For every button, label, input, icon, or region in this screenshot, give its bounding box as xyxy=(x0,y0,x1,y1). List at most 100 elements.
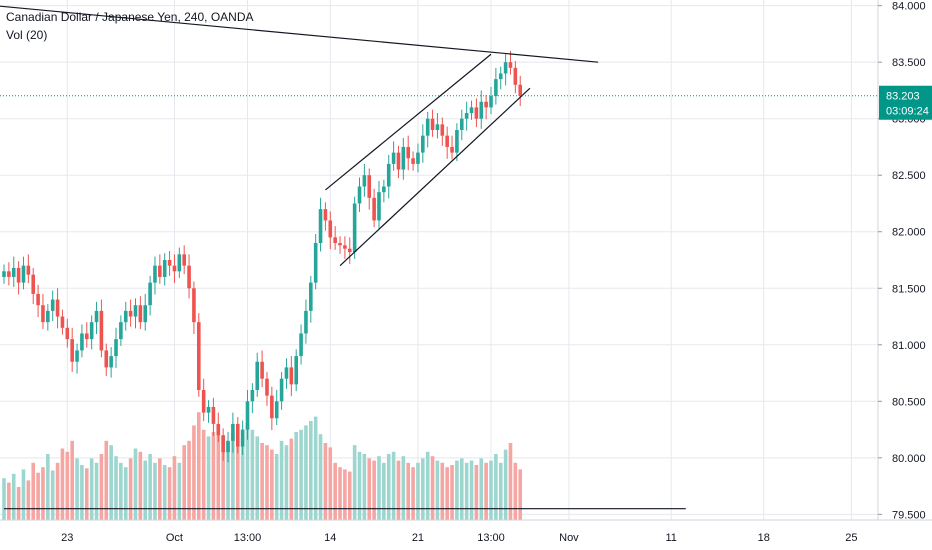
candle-body xyxy=(333,237,337,244)
volume-bar xyxy=(474,465,479,520)
volume-indicator-title[interactable]: Vol (20) xyxy=(6,28,48,42)
candle-body xyxy=(75,350,79,362)
volume-bar xyxy=(425,451,430,520)
volume-bar xyxy=(255,436,260,520)
price-tick-label: 84.000 xyxy=(892,1,926,13)
candle-body xyxy=(435,124,440,130)
volume-bar xyxy=(386,454,391,520)
volume-bar xyxy=(70,440,74,520)
volume-bar xyxy=(411,467,415,520)
candle-body xyxy=(226,440,230,453)
volume-bar xyxy=(109,445,113,520)
volume-bar xyxy=(138,451,143,520)
candle-body xyxy=(372,197,376,221)
volume-bar xyxy=(46,454,50,520)
candle-body xyxy=(153,265,157,283)
candle-body xyxy=(445,135,449,147)
candle-body xyxy=(455,130,459,153)
volume-bar xyxy=(284,445,289,520)
volume-bar xyxy=(216,426,221,520)
volume-bar xyxy=(55,462,60,520)
price-tick-label: 81.500 xyxy=(892,283,926,295)
volume-bar xyxy=(318,434,323,520)
candle-body xyxy=(265,378,269,396)
symbol-title[interactable]: Canadian Dollar / Japanese Yen, 240, OAN… xyxy=(6,10,254,24)
volume-bar xyxy=(260,443,264,520)
volume-bar xyxy=(240,438,245,520)
candle-body xyxy=(450,146,454,153)
candle-body xyxy=(114,339,118,357)
volume-bar xyxy=(333,462,337,520)
channel-lower-line xyxy=(339,87,531,267)
volume-bar xyxy=(270,449,274,520)
candle-body xyxy=(46,310,50,323)
candle-body xyxy=(94,310,99,323)
candle-body xyxy=(469,107,474,114)
volume-bar xyxy=(416,462,420,520)
candle-body xyxy=(406,146,411,159)
candle-body xyxy=(416,152,420,164)
candle-body xyxy=(299,333,303,357)
volume-bar xyxy=(31,462,36,520)
volume-bar xyxy=(338,467,342,520)
volume-bar xyxy=(7,482,11,520)
candle-body xyxy=(382,186,386,193)
volume-bar xyxy=(21,469,26,520)
volume-bar xyxy=(323,443,328,520)
candle-body xyxy=(55,299,60,317)
candle-body xyxy=(323,209,328,221)
volume-bar xyxy=(99,454,104,520)
volume-bar xyxy=(182,445,186,520)
time-tick-label: 11 xyxy=(665,532,676,544)
candle-body xyxy=(123,310,128,323)
candle-body xyxy=(430,118,435,130)
candle-body xyxy=(21,265,26,283)
candle-body xyxy=(211,406,216,424)
volume-bar xyxy=(367,458,372,520)
volume-bar xyxy=(226,440,230,520)
price-axis[interactable]: 84.00083.50083.00082.50082.00081.50081.0… xyxy=(877,0,926,521)
volume-bar xyxy=(328,447,333,520)
candle-body xyxy=(425,118,430,136)
candle-body xyxy=(328,220,333,238)
candle-body xyxy=(65,327,70,340)
volume-bar xyxy=(508,443,513,520)
volume-bar xyxy=(279,440,284,520)
candle-body xyxy=(494,79,498,97)
time-tick-label: 13:00 xyxy=(234,532,262,544)
bar-countdown-label: 03:09:24 xyxy=(886,106,929,118)
volume-bar xyxy=(148,454,152,520)
candle-body xyxy=(518,84,523,96)
candle-body xyxy=(464,113,469,119)
volume-bar xyxy=(347,471,352,520)
volume-bar xyxy=(128,458,133,520)
candle-body xyxy=(459,118,464,130)
grid-lines xyxy=(0,0,878,520)
candle-body xyxy=(474,107,479,119)
trend-drawings[interactable] xyxy=(0,5,686,510)
candle-body xyxy=(279,378,284,402)
volume-bar xyxy=(406,462,411,520)
candle-body xyxy=(143,305,148,323)
candle-body xyxy=(50,299,55,311)
candle-body xyxy=(318,209,323,244)
candle-body xyxy=(411,158,415,164)
volume-bar xyxy=(2,478,6,520)
candle-body xyxy=(508,62,513,68)
candle-body xyxy=(80,333,84,351)
candle-body xyxy=(260,361,264,379)
candle-body xyxy=(513,67,518,85)
volume-bar xyxy=(372,460,376,520)
candle-body xyxy=(216,423,221,436)
volume-bar xyxy=(197,412,201,520)
candle-body xyxy=(148,282,152,306)
candle-body xyxy=(99,310,104,351)
candle-body xyxy=(503,62,508,74)
time-axis[interactable]: 23 Oct 13:00 14 21 13:00 Nov 11 18 25 xyxy=(0,519,932,544)
candle-body xyxy=(167,260,172,266)
volume-bar xyxy=(518,469,523,520)
volume-bar xyxy=(421,458,425,520)
volume-bar xyxy=(274,454,279,520)
candle-body xyxy=(498,73,503,80)
